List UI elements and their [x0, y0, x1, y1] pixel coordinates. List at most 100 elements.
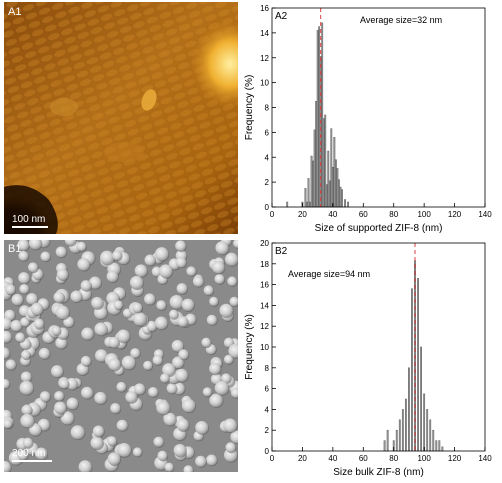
sem-particles [4, 240, 238, 472]
particle [214, 273, 225, 284]
particle [70, 425, 85, 440]
particle [206, 454, 217, 466]
histogram-bar [333, 137, 336, 208]
particle [116, 419, 128, 431]
particle [76, 241, 87, 252]
particle [26, 293, 38, 305]
particle [21, 404, 33, 415]
panel-label-b1: B1 [8, 243, 22, 255]
x-tick-label: 40 [328, 454, 337, 463]
particle [4, 317, 12, 330]
histogram-bar [408, 367, 410, 452]
histogram-bar [438, 440, 441, 452]
scale-bar-a1: 100 nm [12, 214, 48, 228]
scale-bar-line [12, 226, 48, 228]
histogram-bar [435, 440, 438, 452]
particle [215, 241, 229, 255]
histogram-bar [316, 30, 319, 208]
particle [20, 413, 34, 428]
average-size-annotation: Average size=32 nm [360, 15, 442, 25]
histogram-bar [328, 180, 331, 208]
particle [125, 391, 138, 403]
y-tick-label: 10 [260, 79, 269, 88]
particle [64, 240, 77, 246]
particle [4, 378, 10, 389]
particle [225, 442, 236, 453]
particle [94, 322, 108, 336]
scale-bar-label: 200 nm [12, 448, 46, 459]
histogram-bar [309, 201, 311, 208]
particle [229, 296, 238, 307]
panel-label: A2 [275, 11, 288, 22]
particle [172, 356, 184, 369]
particle [223, 418, 237, 433]
histogram-bar [401, 409, 404, 452]
particle [4, 419, 13, 429]
particle [39, 391, 51, 402]
particle [19, 380, 34, 395]
particle [214, 380, 229, 395]
particle [219, 303, 233, 318]
particle [116, 381, 127, 392]
particle [230, 387, 238, 398]
particle [176, 283, 188, 294]
particle [230, 430, 238, 444]
particle [53, 291, 65, 303]
particle [30, 302, 43, 316]
particle [181, 398, 196, 413]
x-tick-label: 60 [359, 210, 368, 219]
particle [181, 298, 195, 311]
particle [144, 293, 156, 305]
particle [129, 275, 144, 290]
particle [27, 262, 38, 273]
particle [100, 250, 114, 265]
histogram-bar [307, 178, 310, 208]
histogram-b2-svg: 0 20 40 60 80 100 120 140 0 2 4 6 8 10 12 14 16 18 20 Size … [244, 239, 492, 478]
afm-image-a1: A1 100 nm [4, 2, 238, 234]
histogram-bar [441, 446, 444, 452]
particle [175, 256, 187, 268]
particle [5, 284, 16, 295]
histogram-bar [420, 346, 422, 452]
particle [175, 240, 186, 252]
particle [17, 449, 28, 460]
x-tick-label: 100 [417, 210, 431, 219]
particle [173, 443, 187, 457]
x-tick-label: 0 [270, 210, 275, 219]
panel-label-a1: A1 [8, 6, 22, 18]
histogram-bar [432, 429, 435, 452]
particle [148, 386, 159, 397]
particle [134, 264, 148, 277]
particle [33, 318, 44, 329]
particle [169, 309, 179, 319]
histogram-bar [339, 186, 342, 208]
particle [66, 397, 79, 410]
histogram-bar [341, 189, 343, 208]
y-tick-label: 20 [260, 239, 269, 248]
particle [166, 383, 177, 394]
particle [175, 368, 188, 382]
plot-frame [271, 7, 486, 208]
y-tick-label: 8 [265, 364, 270, 373]
particle [4, 330, 12, 343]
particle [133, 383, 146, 395]
particle [54, 401, 67, 414]
y-axis-label: Frequency (%) [244, 75, 255, 141]
histogram-bar [325, 184, 328, 208]
y-tick-label: 6 [265, 385, 270, 394]
histogram-bar [386, 429, 389, 452]
x-tick-label: 60 [359, 454, 368, 463]
particle [233, 240, 238, 248]
histogram-bar [335, 159, 337, 208]
histogram-bar [327, 150, 330, 208]
particle [162, 363, 176, 377]
histogram-b2: 0 20 40 60 80 100 120 140 0 2 4 6 8 10 12 14 16 18 20 Size … [242, 239, 500, 482]
x-tick-label: 140 [478, 454, 492, 463]
particle [81, 386, 93, 399]
histogram-bar [306, 201, 308, 208]
particle [228, 343, 238, 358]
particle [152, 355, 163, 365]
histogram-bar [312, 160, 314, 208]
particle [160, 373, 170, 383]
particle [5, 359, 16, 370]
